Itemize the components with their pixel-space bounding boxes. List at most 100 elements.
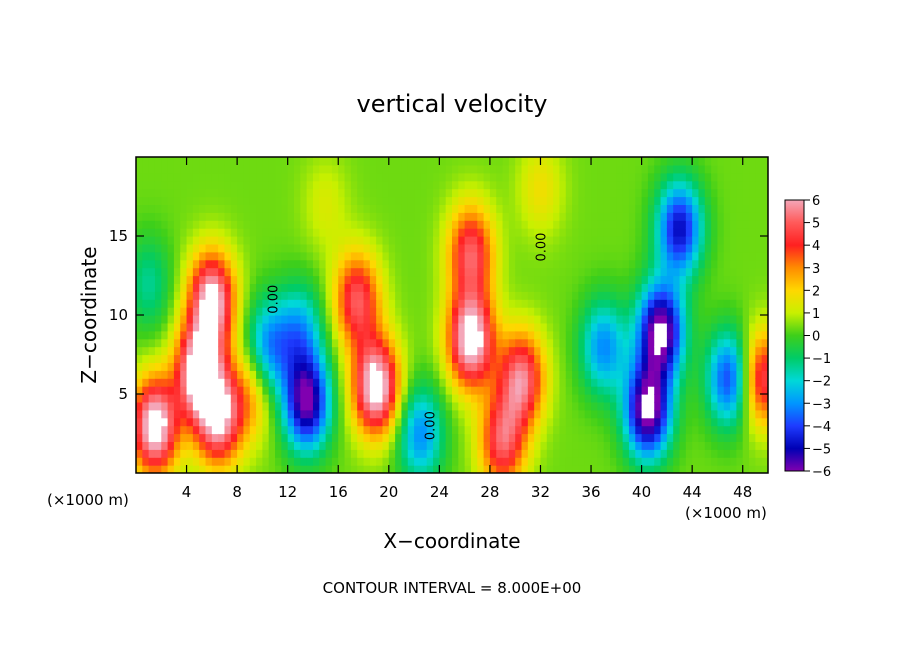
heatmap-cell: [546, 394, 554, 403]
heatmap-cell: [363, 409, 371, 419]
heatmap-cell: [180, 188, 188, 198]
heatmap-cell: [502, 307, 510, 316]
heatmap-cell: [591, 370, 598, 379]
heatmap-cell: [698, 259, 706, 269]
heatmap-cell: [458, 291, 466, 300]
heatmap-cell: [565, 251, 573, 261]
heatmap-cell: [350, 307, 358, 316]
heatmap-cell: [673, 409, 681, 419]
heatmap-cell: [515, 417, 523, 427]
heatmap-cell: [698, 172, 706, 182]
heatmap-cell: [205, 386, 213, 395]
heatmap-cell: [237, 172, 245, 182]
heatmap-cell: [173, 457, 181, 466]
heatmap-cell: [452, 441, 459, 450]
heatmap-cell: [186, 315, 194, 324]
heatmap-cell: [306, 243, 314, 253]
heatmap-cell: [199, 346, 207, 356]
heatmap-cell: [211, 386, 219, 395]
heatmap-cell: [572, 164, 579, 174]
heatmap-cell: [515, 394, 523, 403]
heatmap-cell: [730, 291, 737, 300]
heatmap-cell: [559, 465, 567, 473]
heatmap-cell: [610, 275, 617, 284]
heatmap-cell: [679, 267, 687, 277]
heatmap-cell: [180, 259, 188, 269]
heatmap-cell: [458, 212, 466, 221]
heatmap-cell: [647, 433, 655, 442]
heatmap-cell: [749, 425, 756, 435]
heatmap-cell: [616, 465, 624, 473]
heatmap-cell: [433, 259, 440, 269]
heatmap-cell: [736, 409, 744, 419]
heatmap-cell: [616, 196, 624, 205]
heatmap-cell: [363, 283, 371, 292]
heatmap-cell: [698, 362, 706, 371]
heatmap-cell: [711, 291, 719, 300]
heatmap-cell: [294, 354, 301, 363]
heatmap-cell: [268, 275, 276, 284]
heatmap-cell: [477, 449, 485, 458]
heatmap-cell: [749, 283, 756, 292]
heatmap-cell: [610, 386, 617, 395]
heatmap-cell: [477, 299, 485, 308]
heatmap-cell: [452, 196, 459, 205]
heatmap-cell: [312, 386, 320, 395]
heatmap-cell: [458, 299, 466, 308]
heatmap-cell: [192, 354, 200, 363]
heatmap-cell: [369, 449, 377, 458]
heatmap-cell: [711, 370, 719, 379]
heatmap-cell: [186, 283, 194, 292]
heatmap-cell: [610, 267, 617, 277]
heatmap-cell: [186, 354, 194, 363]
heatmap-cell: [761, 322, 768, 332]
heatmap-cell: [439, 386, 447, 395]
heatmap-cell: [268, 354, 276, 363]
heatmap-cell: [755, 275, 763, 284]
heatmap-cell: [268, 362, 276, 371]
heatmap-cell: [717, 354, 725, 363]
heatmap-cell: [565, 401, 573, 411]
heatmap-cell: [325, 338, 333, 348]
heatmap-cell: [616, 212, 624, 221]
heatmap-cell: [736, 417, 744, 427]
heatmap-cell: [730, 157, 737, 166]
heatmap-cell: [256, 354, 263, 363]
heatmap-cell: [275, 362, 282, 371]
heatmap-cell: [534, 362, 542, 371]
heatmap-cell: [230, 299, 238, 308]
heatmap-cell: [470, 180, 478, 190]
heatmap-cell: [230, 425, 238, 435]
heatmap-cell: [136, 259, 143, 269]
heatmap-cell: [414, 394, 421, 403]
heatmap-cell: [742, 378, 750, 387]
heatmap-cell: [742, 259, 750, 269]
heatmap-cell: [420, 441, 428, 450]
heatmap-cell: [666, 433, 674, 442]
heatmap-cell: [673, 433, 681, 442]
heatmap-cell: [445, 330, 453, 340]
heatmap-cell: [338, 251, 346, 261]
heatmap-cell: [205, 322, 213, 332]
heatmap-cell: [464, 172, 472, 182]
heatmap-cell: [199, 417, 207, 427]
heatmap-cell: [647, 275, 655, 284]
heatmap-cell: [167, 196, 175, 205]
heatmap-cell: [483, 346, 491, 356]
heatmap-cell: [464, 386, 472, 395]
heatmap-cell: [401, 386, 409, 395]
heatmap-cell: [407, 275, 415, 284]
heatmap-cell: [445, 378, 453, 387]
heatmap-cell: [306, 267, 314, 277]
heatmap-cell: [312, 172, 320, 182]
heatmap-cell: [445, 291, 453, 300]
heatmap-cell: [167, 322, 175, 332]
heatmap-cell: [331, 164, 339, 174]
heatmap-cell: [742, 433, 750, 442]
heatmap-cell: [736, 220, 744, 229]
heatmap-cell: [578, 409, 586, 419]
heatmap-cell: [679, 394, 687, 403]
heatmap-cell: [622, 291, 630, 300]
heatmap-cell: [698, 212, 706, 221]
heatmap-cell: [717, 236, 725, 245]
